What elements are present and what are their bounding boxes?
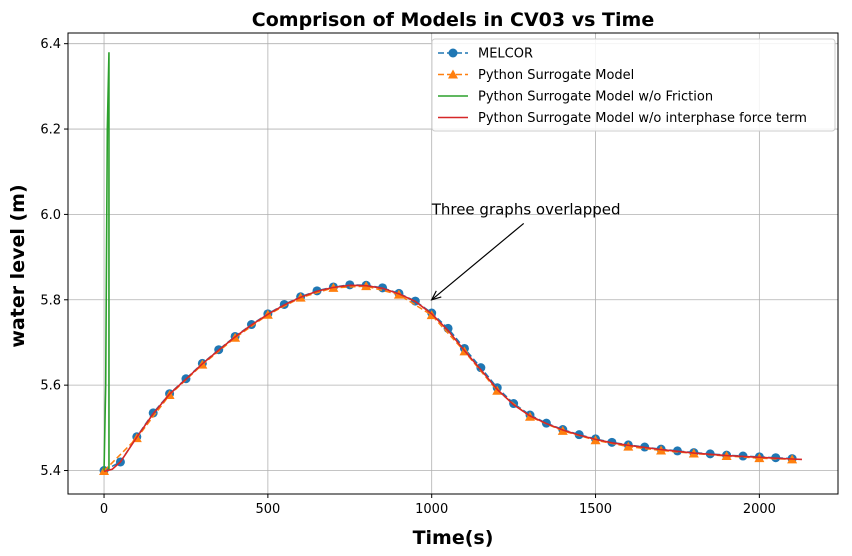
annotation-text: Three graphs overlapped bbox=[431, 200, 621, 218]
y-tick-label: 6.0 bbox=[40, 208, 61, 223]
legend: MELCOR Python Surrogate Model Python Surro… bbox=[431, 38, 836, 132]
y-axis-label: water level (m) bbox=[7, 184, 29, 347]
legend-entry: MELCOR bbox=[438, 47, 533, 62]
annotation-arrowhead bbox=[430, 290, 442, 301]
x-tick-label: 500 bbox=[255, 502, 280, 517]
series-0 bbox=[99, 280, 797, 476]
legend-label: Python Surrogate Model w/o interphase fo… bbox=[478, 111, 807, 126]
y-tick-label: 5.6 bbox=[40, 379, 61, 394]
series-line bbox=[103, 284, 802, 473]
legend-entry: Python Surrogate Model bbox=[438, 68, 634, 83]
x-axis-label: Time(s) bbox=[413, 527, 494, 549]
plot-frame bbox=[67, 32, 839, 495]
x-axis: 0 500 1000 1500 2000 bbox=[100, 494, 776, 517]
series-3 bbox=[103, 284, 802, 473]
x-tick-label: 2000 bbox=[743, 502, 776, 517]
series-1 bbox=[99, 281, 798, 475]
legend-label: MELCOR bbox=[478, 47, 533, 62]
series-line bbox=[103, 284, 793, 472]
x-tick-label: 0 bbox=[100, 502, 108, 517]
series-line bbox=[103, 52, 110, 471]
series-2 bbox=[103, 52, 110, 471]
legend-entry: Python Surrogate Model w/o interphase fo… bbox=[438, 111, 807, 126]
annotation: Three graphs overlapped bbox=[430, 200, 621, 301]
legend-entry: Python Surrogate Model w/o Friction bbox=[438, 90, 713, 105]
chart-title: Comprison of Models in CV03 vs Time bbox=[252, 9, 654, 31]
y-tick-label: 6.4 bbox=[40, 37, 61, 52]
x-tick-label: 1500 bbox=[579, 502, 612, 517]
annotation-arrow bbox=[431, 222, 525, 301]
y-tick-label: 5.4 bbox=[40, 464, 61, 479]
data-point bbox=[476, 363, 486, 373]
series-line bbox=[103, 285, 793, 472]
series-layer bbox=[99, 52, 802, 476]
legend-label: Python Surrogate Model w/o Friction bbox=[478, 90, 713, 105]
legend-box bbox=[431, 38, 836, 132]
y-tick-label: 6.2 bbox=[40, 123, 61, 138]
legend-marker bbox=[448, 69, 458, 79]
legend-label: Python Surrogate Model bbox=[478, 68, 634, 83]
x-tick-label: 1000 bbox=[415, 502, 448, 517]
y-tick-label: 5.8 bbox=[40, 293, 61, 308]
y-axis: 5.4 5.6 5.8 6.0 6.2 6.4 bbox=[40, 37, 68, 479]
legend-marker bbox=[448, 48, 458, 58]
